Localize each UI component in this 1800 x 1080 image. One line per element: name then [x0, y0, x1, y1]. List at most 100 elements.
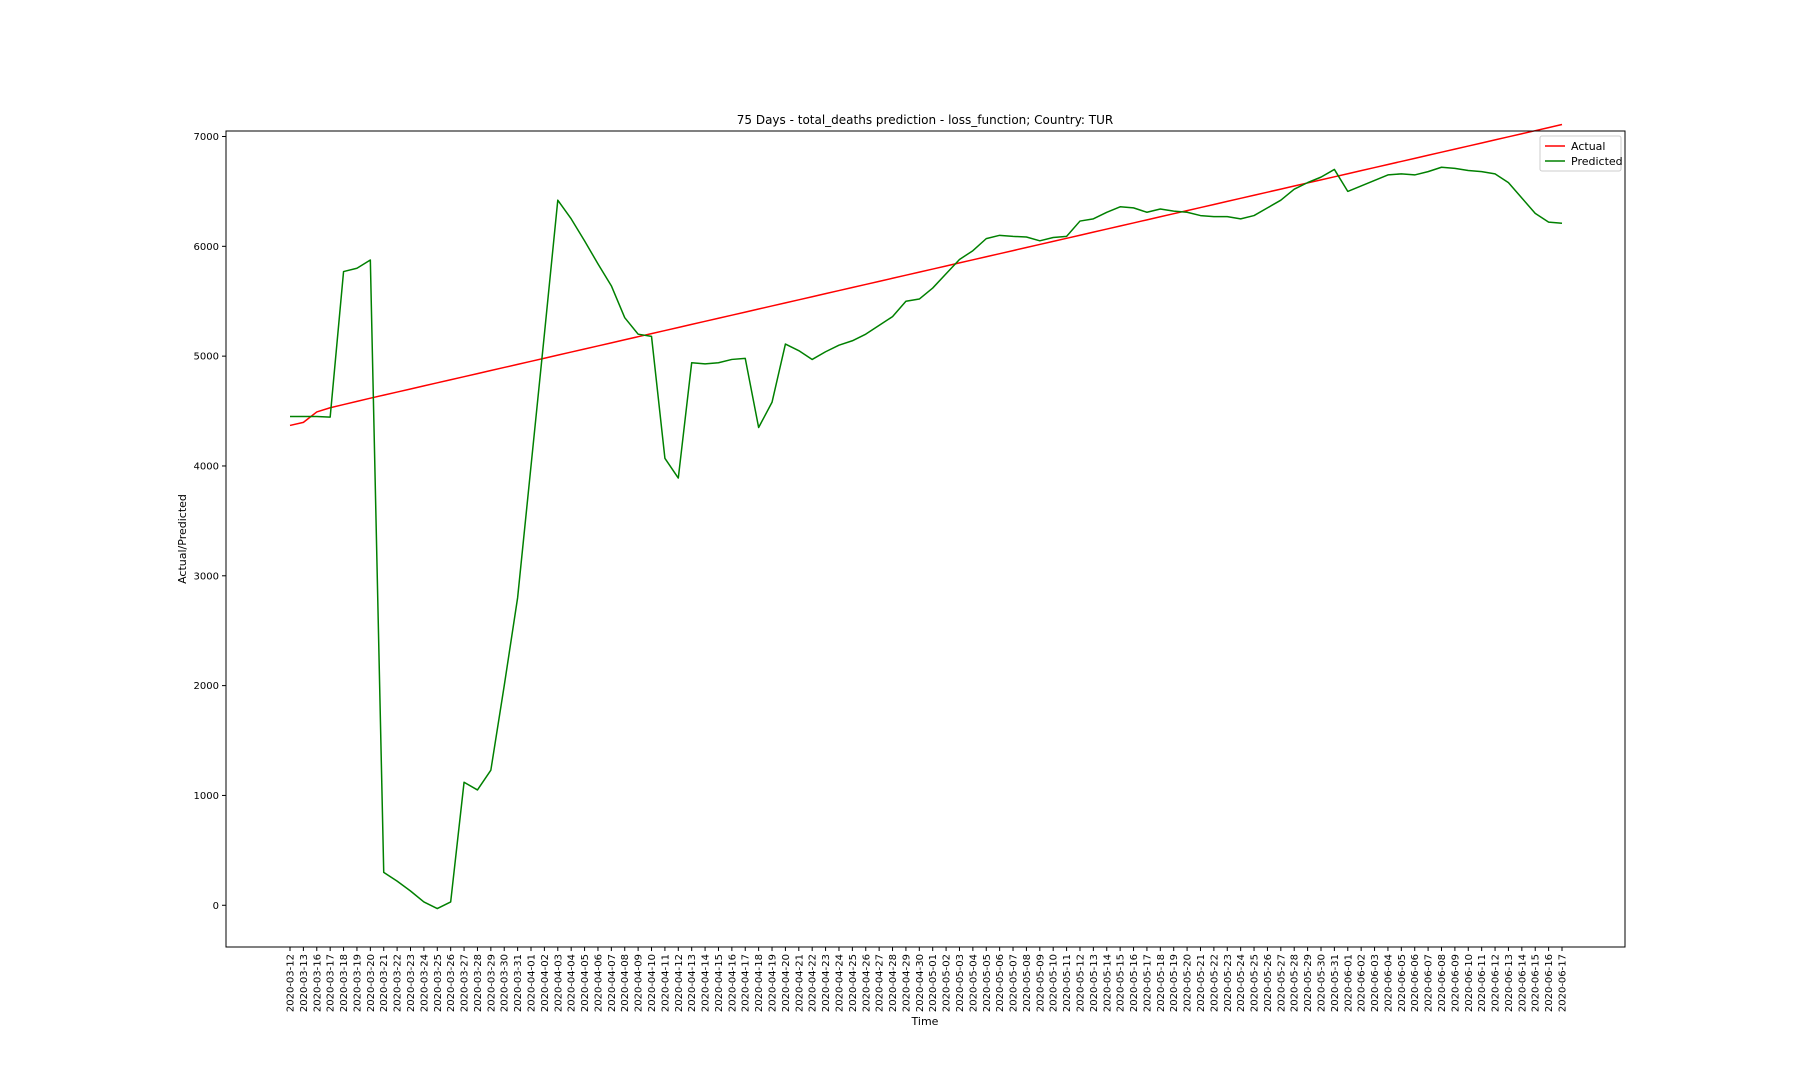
- x-tick-label: 2020-04-04: [567, 954, 578, 1012]
- x-tick-label: 2020-03-20: [366, 954, 377, 1012]
- x-tick-label: 2020-04-05: [580, 954, 591, 1012]
- x-tick-label: 2020-05-22: [1209, 954, 1220, 1012]
- x-tick-label: 2020-05-02: [942, 954, 953, 1012]
- x-tick-label: 2020-06-04: [1383, 954, 1394, 1012]
- x-tick-label: 2020-05-09: [1035, 954, 1046, 1012]
- x-tick-label: 2020-04-12: [674, 954, 685, 1012]
- x-tick-label: 2020-05-15: [1116, 954, 1127, 1012]
- x-tick-label: 2020-03-12: [286, 954, 297, 1012]
- x-tick-label: 2020-04-23: [821, 954, 832, 1012]
- x-tick-label: 2020-06-13: [1504, 954, 1515, 1012]
- y-tick-label: 3000: [194, 571, 219, 582]
- x-tick-label: 2020-04-25: [848, 954, 859, 1012]
- x-tick-label: 2020-03-23: [406, 954, 417, 1012]
- x-tick-label: 2020-03-21: [379, 954, 390, 1012]
- x-tick-label: 2020-03-16: [312, 954, 323, 1012]
- x-tick-label: 2020-04-30: [915, 954, 926, 1012]
- x-tick-label: 2020-05-26: [1263, 954, 1274, 1012]
- x-tick-label: 2020-06-16: [1544, 954, 1555, 1012]
- x-tick-label: 2020-05-10: [1049, 954, 1060, 1012]
- x-tick-label: 2020-04-18: [754, 954, 765, 1012]
- y-tick-label: 2000: [194, 681, 219, 692]
- x-tick-label: 2020-06-01: [1343, 954, 1354, 1012]
- x-tick-label: 2020-05-23: [1223, 954, 1234, 1012]
- x-tick-label: 2020-05-12: [1075, 954, 1086, 1012]
- x-tick-label: 2020-03-28: [473, 954, 484, 1012]
- x-tick-label: 2020-03-31: [513, 954, 524, 1012]
- x-tick-label: 2020-03-29: [486, 954, 497, 1012]
- x-tick-label: 2020-05-13: [1089, 954, 1100, 1012]
- x-tick-label: 2020-04-02: [540, 954, 551, 1012]
- x-tick-label: 2020-04-15: [714, 954, 725, 1012]
- x-tick-label: 2020-04-22: [808, 954, 819, 1012]
- x-tick-label: 2020-03-26: [446, 954, 457, 1012]
- x-tick-label: 2020-05-05: [982, 954, 993, 1012]
- x-tick-label: 2020-05-14: [1102, 954, 1113, 1012]
- x-tick-label: 2020-05-06: [995, 954, 1006, 1012]
- x-tick-label: 2020-03-17: [326, 954, 337, 1012]
- x-tick-label: 2020-06-09: [1450, 954, 1461, 1012]
- x-tick-label: 2020-03-18: [339, 954, 350, 1012]
- x-tick-label: 2020-04-21: [794, 954, 805, 1012]
- x-tick-label: 2020-05-01: [928, 954, 939, 1012]
- x-tick-label: 2020-05-28: [1290, 954, 1301, 1012]
- legend-label-actual: Actual: [1571, 140, 1605, 153]
- x-tick-label: 2020-05-31: [1330, 954, 1341, 1012]
- x-tick-label: 2020-05-27: [1276, 954, 1287, 1012]
- legend-label-predicted: Predicted: [1571, 155, 1623, 168]
- x-tick-label: 2020-06-14: [1517, 954, 1528, 1012]
- x-tick-label: 2020-04-28: [888, 954, 899, 1012]
- x-tick-label: 2020-04-24: [834, 954, 845, 1012]
- x-axis-label: Time: [911, 1015, 939, 1028]
- x-tick-label: 2020-06-02: [1357, 954, 1368, 1012]
- x-tick-label: 2020-06-08: [1437, 954, 1448, 1012]
- x-tick-label: 2020-04-07: [607, 954, 618, 1012]
- x-tick-label: 2020-06-17: [1558, 954, 1569, 1012]
- x-tick-label: 2020-06-15: [1531, 954, 1542, 1012]
- x-tick-label: 2020-05-03: [955, 954, 966, 1012]
- x-tick-label: 2020-05-19: [1169, 954, 1180, 1012]
- x-tick-label: 2020-06-11: [1477, 954, 1488, 1012]
- legend-box: [1539, 135, 1622, 172]
- x-axis: 2020-03-12 2020-03-13 2020-03-16 2020-03-17…: [286, 947, 1569, 1012]
- x-tick-label: 2020-04-13: [687, 954, 698, 1012]
- x-tick-label: 2020-04-20: [781, 954, 792, 1012]
- x-tick-label: 2020-04-09: [634, 954, 645, 1012]
- x-tick-label: 2020-04-11: [660, 954, 671, 1012]
- series-lines: [289, 123, 1563, 910]
- x-tick-label: 2020-03-27: [460, 954, 471, 1012]
- y-tick-label: 5000: [194, 352, 219, 363]
- x-tick-label: 2020-05-30: [1316, 954, 1327, 1012]
- series-line-actual: [289, 123, 1563, 427]
- x-tick-label: 2020-04-29: [901, 954, 912, 1012]
- x-tick-label: 2020-03-22: [393, 954, 404, 1012]
- legend: Actual Predicted: [1539, 135, 1623, 172]
- x-tick-label: 2020-04-16: [727, 954, 738, 1012]
- x-tick-label: 2020-05-08: [1022, 954, 1033, 1012]
- chart-title: 75 Days - total_deaths prediction - loss…: [737, 113, 1114, 127]
- y-tick-label: 7000: [194, 132, 219, 143]
- x-tick-label: 2020-06-06: [1410, 954, 1421, 1012]
- x-tick-label: 2020-03-19: [352, 954, 363, 1012]
- x-tick-label: 2020-04-06: [593, 954, 604, 1012]
- x-tick-label: 2020-05-24: [1236, 954, 1247, 1012]
- x-tick-label: 2020-06-10: [1464, 954, 1475, 1012]
- plot-area: [226, 131, 1625, 947]
- plot-frame: [225, 130, 1626, 948]
- x-tick-label: 2020-05-25: [1250, 954, 1261, 1012]
- x-tick-label: 2020-03-13: [299, 954, 310, 1012]
- y-axis-label: Actual/Predicted: [176, 494, 189, 584]
- x-tick-label: 2020-05-17: [1142, 954, 1153, 1012]
- x-tick-label: 2020-04-26: [861, 954, 872, 1012]
- x-tick-label: 2020-05-11: [1062, 954, 1073, 1012]
- series-line-predicted: [290, 166, 1563, 910]
- x-tick-label: 2020-05-20: [1183, 954, 1194, 1012]
- x-tick-label: 2020-06-12: [1491, 954, 1502, 1012]
- x-tick-label: 2020-04-17: [741, 954, 752, 1012]
- x-tick-label: 2020-05-18: [1156, 954, 1167, 1012]
- y-tick-label: 0: [213, 901, 219, 912]
- x-tick-label: 2020-03-25: [433, 954, 444, 1012]
- x-tick-label: 2020-04-08: [620, 954, 631, 1012]
- y-tick-label: 1000: [194, 791, 219, 802]
